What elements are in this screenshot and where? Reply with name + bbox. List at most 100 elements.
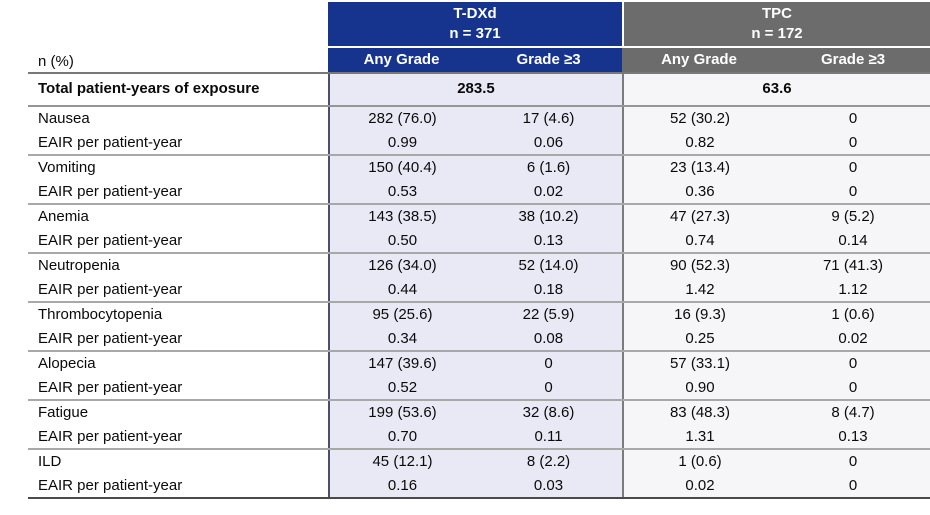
npct-value: 71 (41.3) — [822, 257, 884, 274]
npct-value: 0 — [848, 110, 858, 127]
npct-value: 17 (4.6) — [522, 110, 575, 127]
npct-value: 57 (33.1) — [669, 355, 731, 372]
eair-value: 0.18 — [533, 280, 564, 298]
event-label-cell: Vomiting EAIR per patient-year — [28, 156, 328, 203]
eair-value: 0 — [848, 378, 858, 396]
eair-value: 0.34 — [387, 329, 418, 347]
value-cell: 9 (5.2) 0.14 — [776, 205, 930, 252]
eair-value: 0.02 — [838, 329, 868, 347]
eair-value: 0.99 — [387, 133, 418, 151]
value-cell: 16 (9.3) 0.25 — [622, 303, 776, 350]
value-cell: 126 (34.0) 0.44 — [328, 254, 475, 301]
value-cell: 83 (48.3) 1.31 — [622, 401, 776, 448]
npct-value: 47 (27.3) — [669, 208, 731, 225]
eair-value: 0 — [848, 182, 858, 200]
table-row-thrombocytopenia: Thrombocytopenia EAIR per patient-year 9… — [28, 303, 930, 352]
value-cell: 17 (4.6) 0.06 — [475, 107, 622, 154]
value-cell: 8 (4.7) 0.13 — [776, 401, 930, 448]
tpc-group-header: TPC n = 172 — [622, 2, 930, 48]
value-cell: 1 (0.6) 0.02 — [776, 303, 930, 350]
value-cell: 95 (25.6) 0.34 — [328, 303, 475, 350]
eair-value: 1.42 — [685, 280, 715, 298]
npct-value: 9 (5.2) — [831, 208, 875, 225]
tpc-any-grade-header: Any Grade — [622, 48, 776, 72]
eair-value: 0.02 — [685, 476, 715, 494]
value-cell: 90 (52.3) 1.42 — [622, 254, 776, 301]
eair-value: 0.53 — [387, 182, 418, 200]
value-cell: 47 (27.3) 0.74 — [622, 205, 776, 252]
table-row-alopecia: Alopecia EAIR per patient-year 147 (39.6… — [28, 352, 930, 401]
grade-header-row: n (%) Any Grade Grade ≥3 Any Grade Grade… — [28, 48, 930, 74]
table-row-ild: ILD EAIR per patient-year 45 (12.1) 0.16 … — [28, 450, 930, 499]
value-cell: 8 (2.2) 0.03 — [475, 450, 622, 497]
npct-value: 52 (14.0) — [518, 257, 579, 274]
table-row-vomiting: Vomiting EAIR per patient-year 150 (40.4… — [28, 156, 930, 205]
npct-value: 38 (10.2) — [518, 208, 579, 225]
value-cell: 147 (39.6) 0.52 — [328, 352, 475, 399]
eair-value: 0.03 — [533, 476, 564, 494]
value-cell: 45 (12.1) 0.16 — [328, 450, 475, 497]
value-cell: 22 (5.9) 0.08 — [475, 303, 622, 350]
exposure-tdxd-value: 283.5 — [328, 74, 622, 105]
eair-value: 0 — [544, 378, 553, 396]
eair-value: 0.02 — [533, 182, 564, 200]
event-name: Thrombocytopenia — [38, 306, 163, 323]
npct-value: 0 — [848, 355, 858, 372]
eair-value: 0.14 — [838, 231, 868, 249]
exposure-row: Total patient-years of exposure 283.5 63… — [28, 74, 930, 107]
eair-value: 0.70 — [387, 427, 418, 445]
eair-value: 0.52 — [387, 378, 418, 396]
exposure-tpc-value: 63.6 — [622, 74, 930, 105]
value-cell: 52 (30.2) 0.82 — [622, 107, 776, 154]
eair-value: 0.90 — [685, 378, 715, 396]
value-cell: 143 (38.5) 0.50 — [328, 205, 475, 252]
event-label-cell: Fatigue EAIR per patient-year — [28, 401, 328, 448]
eair-value: 1.12 — [838, 280, 868, 298]
value-cell: 23 (13.4) 0.36 — [622, 156, 776, 203]
event-label-cell: Alopecia EAIR per patient-year — [28, 352, 328, 399]
eair-label: EAIR per patient-year — [38, 329, 183, 347]
eair-value: 0.13 — [533, 231, 564, 249]
npct-value: 90 (52.3) — [669, 257, 731, 274]
eair-label: EAIR per patient-year — [38, 427, 183, 445]
npct-value: 95 (25.6) — [372, 306, 433, 323]
npct-value: 126 (34.0) — [368, 257, 437, 274]
eair-label: EAIR per patient-year — [38, 231, 183, 249]
npct-value: 52 (30.2) — [669, 110, 731, 127]
npct-value: 0 — [848, 453, 858, 470]
npct-value: 6 (1.6) — [526, 159, 571, 176]
event-name: Vomiting — [38, 159, 96, 176]
npct-value: 1 (0.6) — [831, 306, 875, 323]
tdxd-arm-name: T-DXd — [453, 5, 497, 22]
event-label-cell: Nausea EAIR per patient-year — [28, 107, 328, 154]
event-label-cell: Thrombocytopenia EAIR per patient-year — [28, 303, 328, 350]
event-label-cell: ILD EAIR per patient-year — [28, 450, 328, 497]
eair-value: 0 — [848, 133, 858, 151]
eair-value: 0.11 — [534, 427, 563, 445]
table-row-anemia: Anemia EAIR per patient-year 143 (38.5) 0… — [28, 205, 930, 254]
exposure-label: Total patient-years of exposure — [38, 80, 260, 97]
event-label-cell: Anemia EAIR per patient-year — [28, 205, 328, 252]
eair-label: EAIR per patient-year — [38, 378, 183, 396]
eair-value: 0.36 — [685, 182, 715, 200]
arm-header-row: T-DXd n = 371 TPC n = 172 — [28, 2, 930, 48]
event-name: ILD — [38, 453, 62, 470]
eair-value: 0.06 — [533, 133, 564, 151]
tdxd-any-grade-header: Any Grade — [328, 48, 475, 72]
eair-value: 0.16 — [387, 476, 418, 494]
npct-value: 199 (53.6) — [368, 404, 437, 421]
npct-value: 1 (0.6) — [678, 453, 722, 470]
tpc-arm-name: TPC — [762, 5, 792, 22]
corner-spacer — [28, 2, 328, 48]
tpc-grade3-header: Grade ≥3 — [776, 48, 930, 72]
adverse-events-table: T-DXd n = 371 TPC n = 172 n (%) Any Grad… — [28, 2, 930, 499]
npct-value: 0 — [848, 159, 858, 176]
npct-value: 8 (2.2) — [526, 453, 571, 470]
eair-label: EAIR per patient-year — [38, 182, 183, 200]
table-row-nausea: Nausea EAIR per patient-year 282 (76.0) 0… — [28, 107, 930, 156]
event-name: Alopecia — [38, 355, 96, 372]
eair-value: 0.50 — [387, 231, 418, 249]
